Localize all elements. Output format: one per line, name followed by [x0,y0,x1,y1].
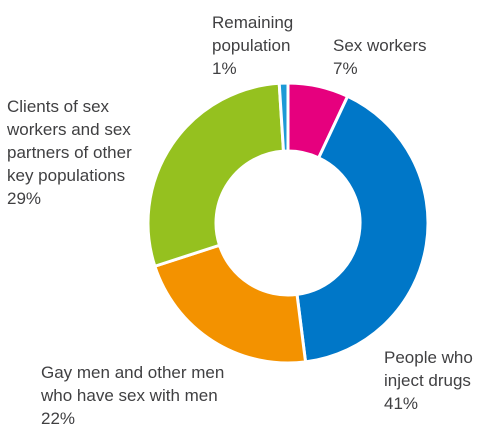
label-clients-of-sex-workers: Clients of sex workers and sex partners … [6,97,136,208]
label-sex-workers: Sex workers 7% [333,36,431,78]
label-remaining-population: Remaining population 1% [212,13,298,78]
donut-slice-4 [277,81,290,153]
donut-slice-2 [153,243,308,365]
donut-slices [146,81,430,365]
label-people-who-inject-drugs: People who inject drugs 41% [384,348,478,413]
donut-slice-1 [295,94,430,364]
label-gay-men: Gay men and other men who have sex with … [40,363,229,427]
donut-slice-3 [146,81,285,268]
